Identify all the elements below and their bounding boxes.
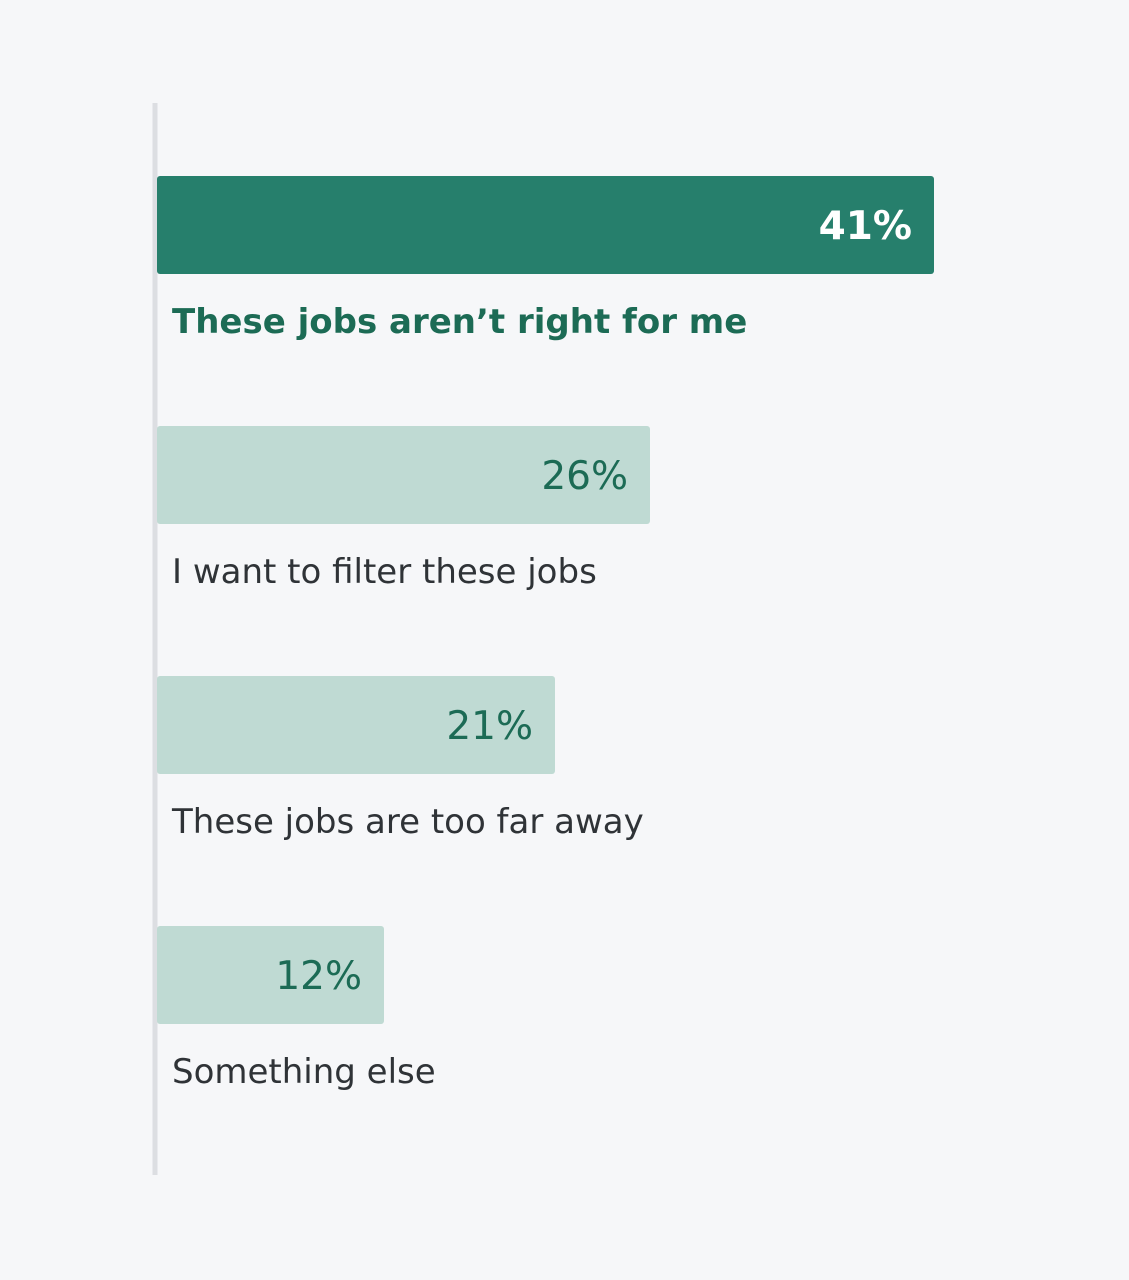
bar-value-label: 26% — [541, 454, 628, 499]
category-label: Something else — [172, 1052, 436, 1092]
category-label: I want to filter these jobs — [172, 552, 597, 592]
bar-1 — [157, 176, 934, 274]
bar-4 — [157, 926, 384, 1024]
bar-2 — [157, 426, 650, 524]
category-label: These jobs aren’t right for me — [172, 302, 747, 342]
bar-value-label: 21% — [446, 704, 533, 749]
bar-3 — [157, 676, 555, 774]
bar-value-label: 12% — [275, 954, 362, 999]
bar-value-label: 41% — [819, 204, 912, 249]
category-label: These jobs are too far away — [171, 802, 644, 842]
